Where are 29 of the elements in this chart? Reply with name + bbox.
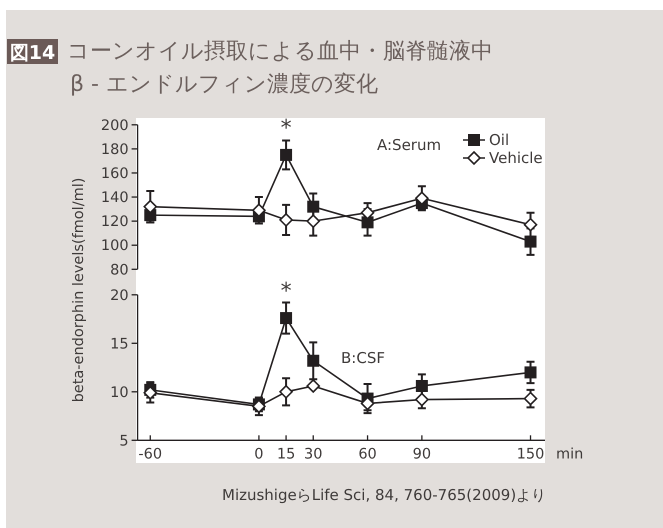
y-tick-label: 200 (100, 118, 129, 134)
text: MizushigeらLife Sci, 84, 760-765(2009)より (222, 486, 546, 504)
annotation: B:CSF (341, 349, 385, 367)
legend-label: Vehicle (489, 149, 543, 167)
x-tick-label: 30 (304, 446, 322, 462)
y-tick-label: 100 (100, 238, 129, 254)
x-tick-label: 150 (516, 446, 544, 462)
y-tick-label: 120 (100, 214, 129, 230)
x-tick-label: -60 (138, 446, 162, 462)
legend-label: Oil (489, 131, 510, 149)
y-tick-label: 160 (100, 166, 129, 182)
annotation: * (280, 116, 292, 141)
annotation: A:Serum (377, 136, 442, 154)
x-axis-title: min (556, 446, 584, 462)
y-axis-title: beta-endorphin levels(fmol/ml) (71, 178, 87, 402)
x-tick-label: 15 (276, 446, 296, 462)
caption: 図14 (10, 42, 56, 64)
chart-title: コーンオイル摂取による血中・脳脊髄液中 β - エンドルフィン濃度の変化 (67, 39, 493, 97)
annotation: * (280, 279, 292, 304)
y-tick-label: 5 (119, 433, 129, 450)
y-tick-label: 20 (110, 288, 129, 304)
y-tick-label: 180 (100, 142, 129, 158)
x-tick-label: 60 (358, 446, 377, 462)
y-tick-label: 15 (110, 336, 129, 352)
x-tick-label: 90 (412, 446, 432, 462)
y-tick-label: 140 (100, 190, 129, 206)
x-tick-label: 0 (254, 446, 264, 462)
y-tick-label: 10 (110, 384, 129, 401)
y-tick-label: 80 (110, 262, 129, 278)
